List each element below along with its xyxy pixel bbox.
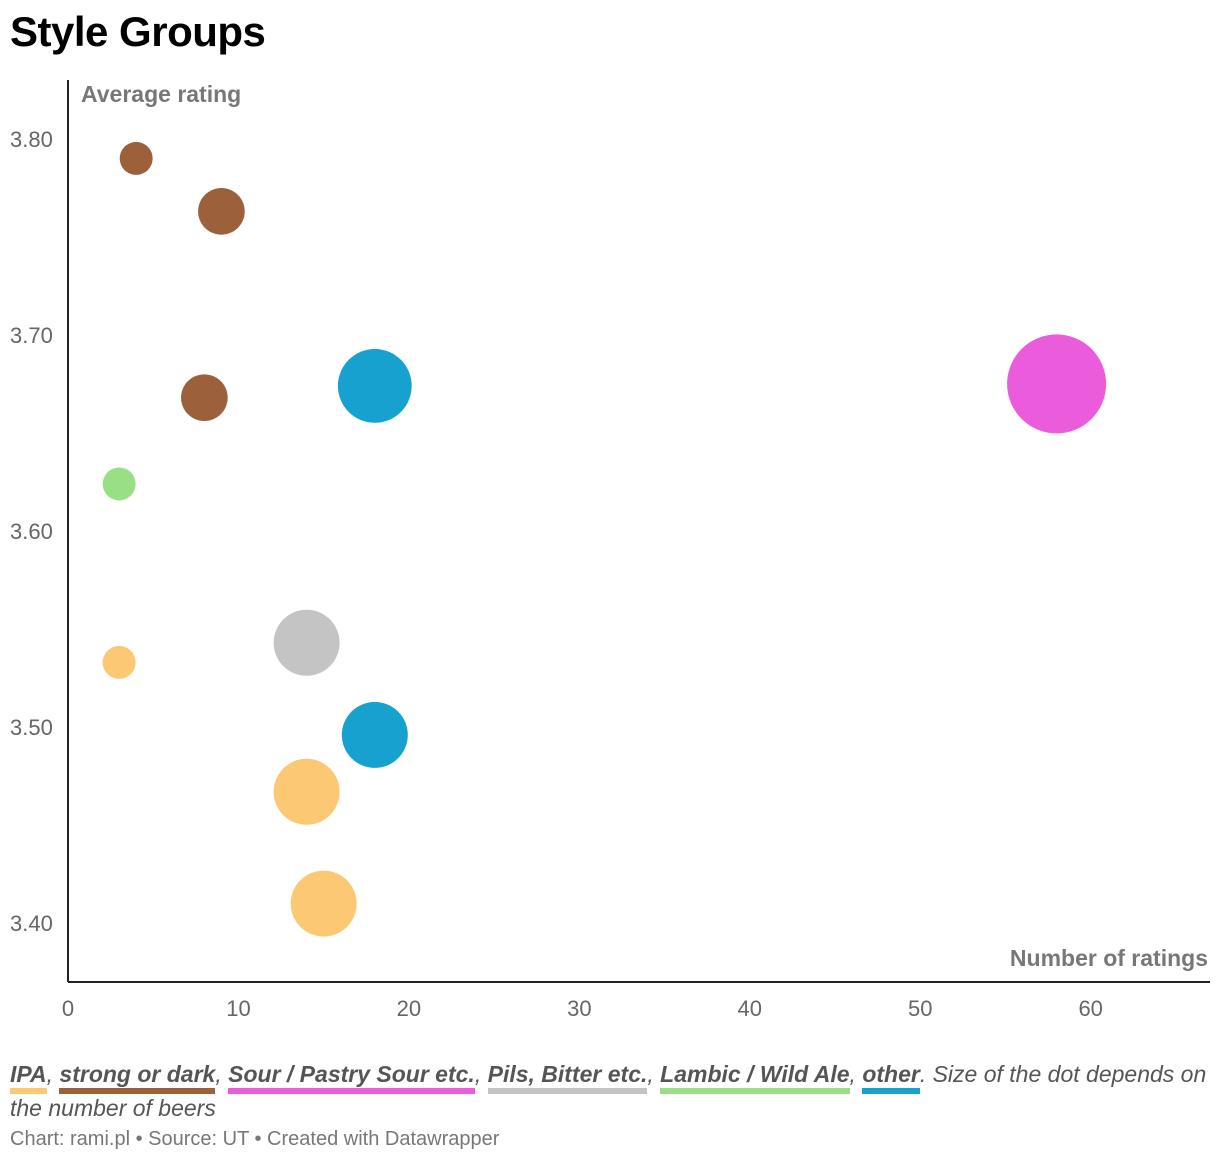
y-tick-label: 3.80 <box>10 127 53 152</box>
x-tick-label: 10 <box>226 996 250 1021</box>
x-tick-label: 20 <box>397 996 421 1021</box>
y-tick-label: 3.50 <box>10 715 53 740</box>
data-point-strong-or-dark <box>181 374 228 421</box>
x-tick-label: 60 <box>1078 996 1102 1021</box>
footer-credits: Chart: rami.pl • Source: UT • Created wi… <box>10 1128 500 1150</box>
legend: IPA, strong or dark, Sour / Pastry Sour … <box>10 1060 1210 1122</box>
y-tick-label: 3.70 <box>10 323 53 348</box>
legend-separator: , <box>647 1061 661 1087</box>
legend-separator: , <box>849 1061 863 1087</box>
legend-separator: , <box>46 1061 60 1087</box>
legend-item: Lambic / Wild Ale <box>660 1062 850 1094</box>
x-tick-label: 40 <box>738 996 762 1021</box>
data-point-sour-pastry-sour-etc <box>1007 334 1107 434</box>
chart-title: Style Groups <box>10 8 266 55</box>
y-tick-label: 3.60 <box>10 519 53 544</box>
data-point-other <box>341 701 408 768</box>
legend-item: IPA <box>10 1062 47 1094</box>
x-tick-label: 30 <box>567 996 591 1021</box>
y-axis-label: Average rating <box>81 81 241 107</box>
data-point-strong-or-dark <box>198 188 245 235</box>
x-tick-label: 50 <box>908 996 932 1021</box>
x-axis-label: Number of ratings <box>1010 945 1208 971</box>
legend-note: . Size of the dot depends on the number … <box>10 1061 1207 1121</box>
data-point-ipa <box>290 870 357 937</box>
legend-item: Sour / Pastry Sour etc. <box>228 1062 475 1094</box>
data-point-other <box>337 349 412 423</box>
legend-item: Pils, Bitter etc. <box>487 1062 648 1094</box>
y-tick-label: 3.40 <box>10 911 53 936</box>
legend-item: other <box>862 1062 920 1094</box>
scatter-chart: 3.40 3.50 3.60 3.70 3.80 0 10 20 30 40 50 60 Average… <box>10 80 1210 1021</box>
data-point-ipa <box>273 758 340 825</box>
data-point-strong-or-dark <box>119 141 153 175</box>
data-point-ipa <box>102 645 136 679</box>
legend-separator: , <box>215 1061 229 1087</box>
data-point-lambic-wild-ale <box>102 467 136 501</box>
x-tick-label: 0 <box>62 996 74 1021</box>
data-point-pils-bitter-etc <box>273 609 340 676</box>
legend-item: strong or dark <box>59 1062 216 1094</box>
legend-separator: , <box>474 1061 488 1087</box>
